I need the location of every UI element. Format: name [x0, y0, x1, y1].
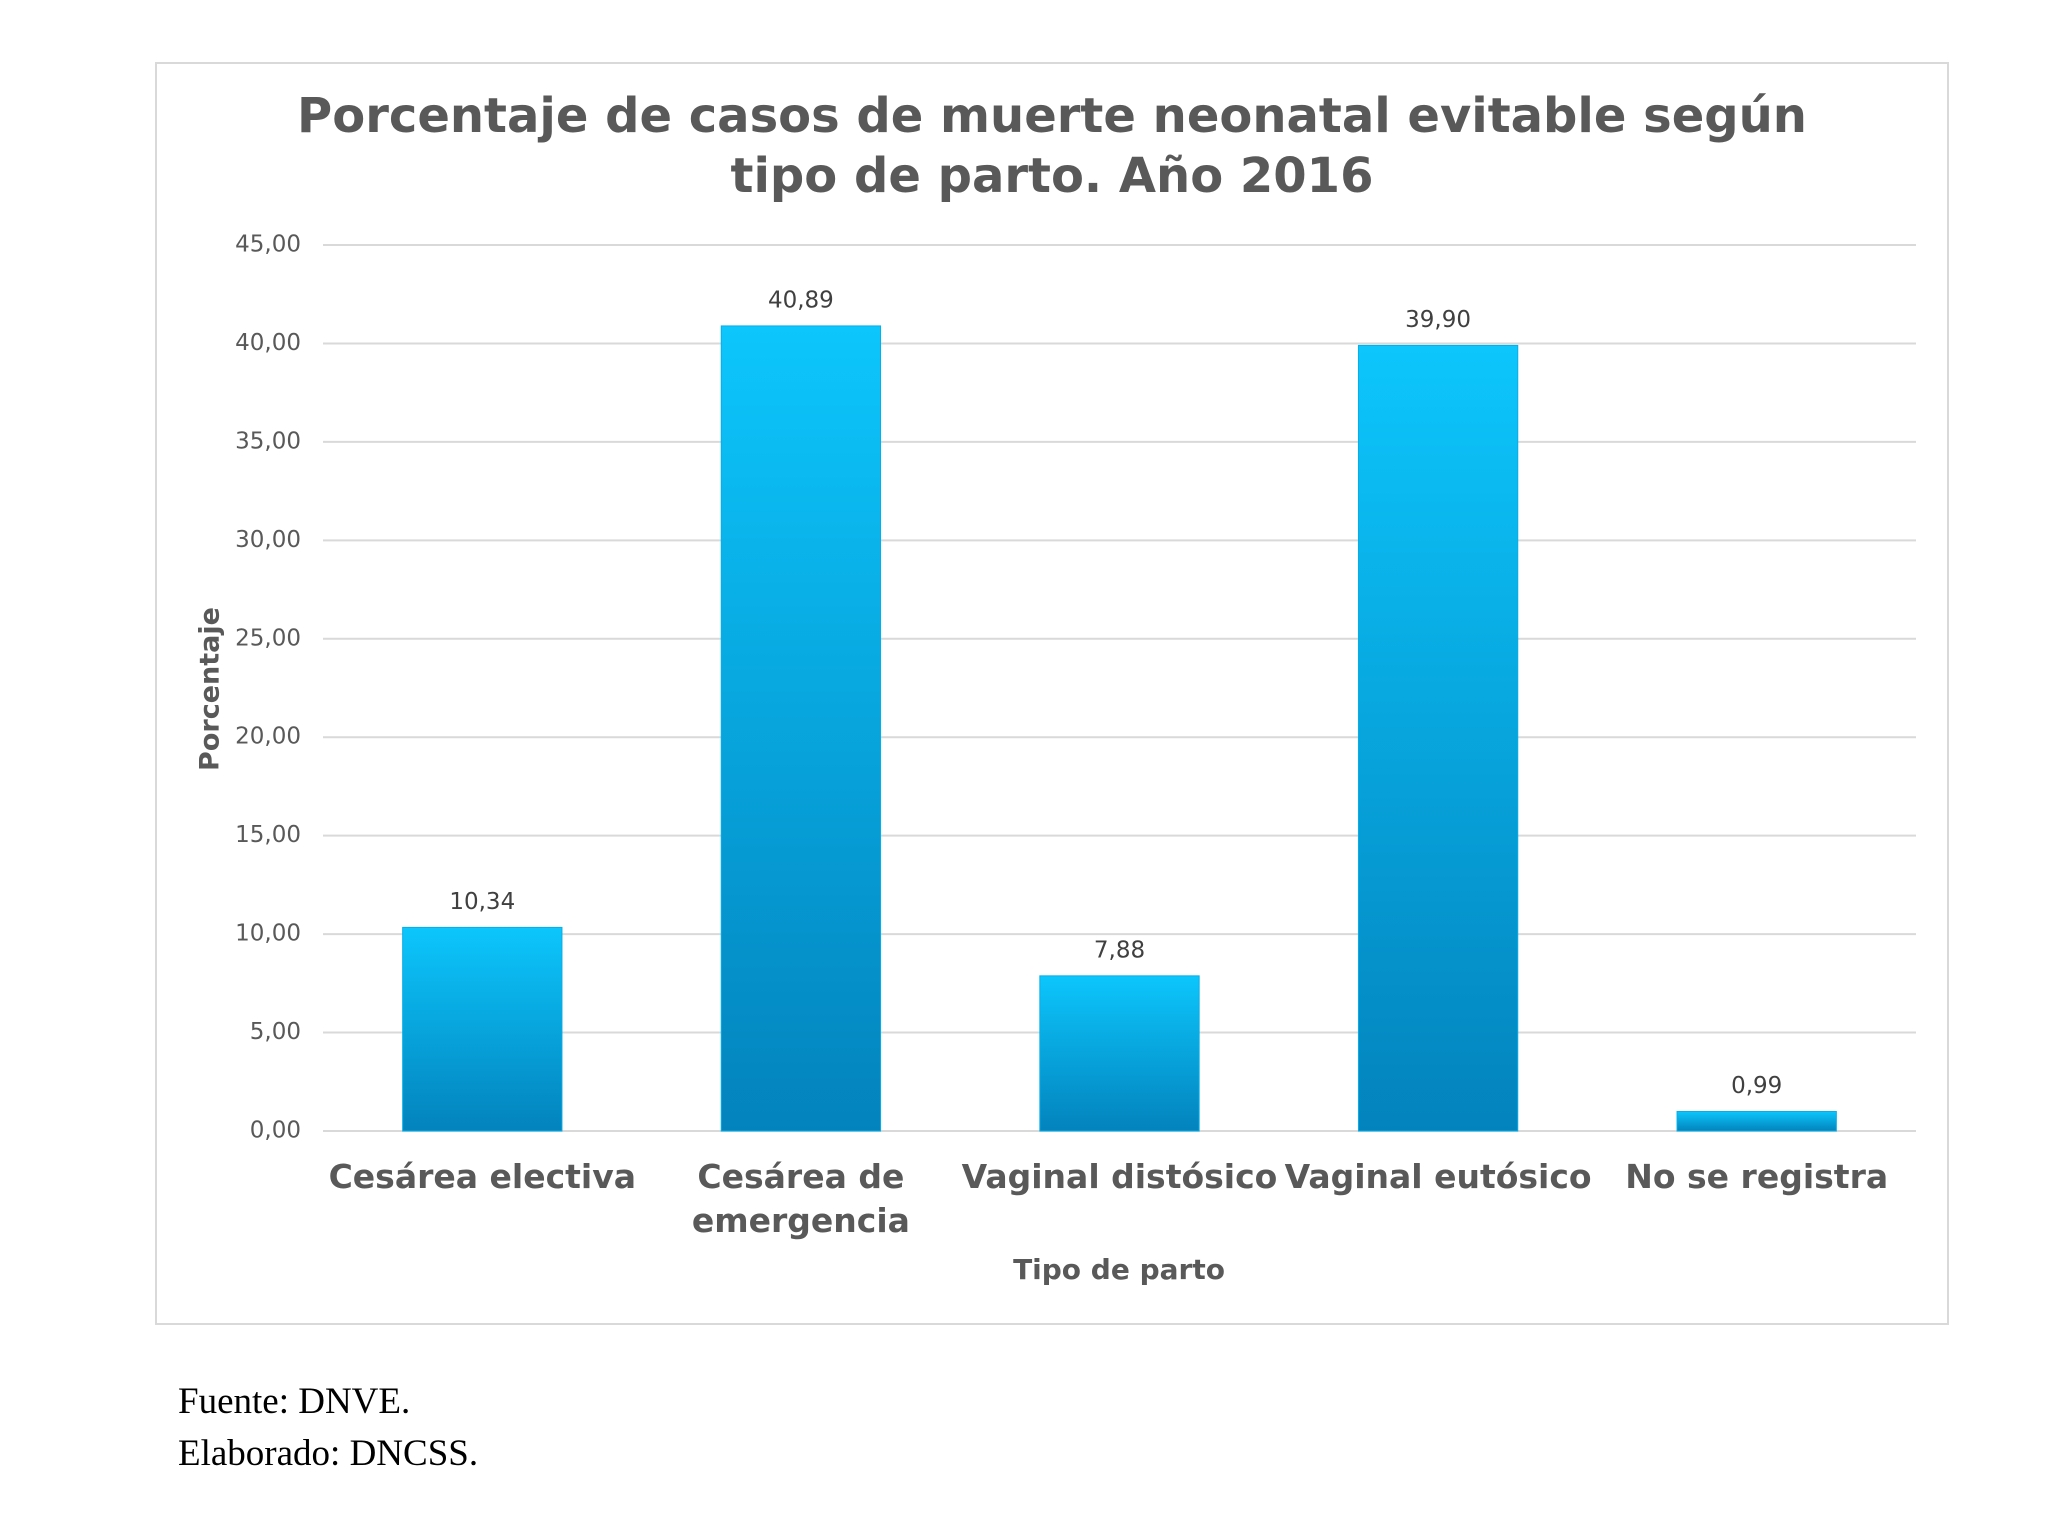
chart-title: tipo de parto. Año 2016: [731, 148, 1374, 204]
chart-title: Porcentaje de casos de muerte neonatal e…: [297, 88, 1807, 144]
y-tick-label: 5,00: [250, 1019, 301, 1045]
x-tick-label: Cesárea electiva: [328, 1157, 637, 1196]
x-tick-label: No se registra: [1625, 1157, 1889, 1196]
bar: [1676, 1111, 1837, 1132]
y-tick-label: 30,00: [235, 527, 301, 553]
x-tick-label: Vaginal distósico: [961, 1157, 1278, 1196]
data-label: 7,88: [1094, 937, 1145, 963]
y-tick-label: 10,00: [235, 921, 301, 947]
source-note: Elaborado: DNCSS.: [178, 1433, 479, 1474]
y-tick-label: 25,00: [235, 625, 301, 651]
x-tick-label: Cesárea de emergencia: [691, 1157, 910, 1240]
y-axis-title: Porcentaje: [195, 607, 226, 771]
y-tick-label: 35,00: [235, 428, 301, 454]
bar: [402, 926, 563, 1132]
data-label: 0,99: [1731, 1073, 1782, 1099]
y-tick-label: 45,00: [235, 232, 301, 258]
data-label: 10,34: [449, 889, 515, 915]
y-tick-label: 40,00: [235, 330, 301, 356]
chart-border: [155, 62, 1949, 1325]
bar: [1039, 975, 1200, 1132]
bar: [720, 325, 882, 1132]
source-note: Fuente: DNVE.: [178, 1381, 411, 1422]
y-tick-label: 0,00: [250, 1118, 301, 1144]
data-label: 40,89: [768, 287, 834, 313]
bar: [1357, 344, 1519, 1132]
x-tick-label: Vaginal eutósico: [1284, 1157, 1592, 1196]
y-tick-label: 20,00: [235, 724, 301, 750]
x-axis-title: Tipo de parto: [1013, 1253, 1225, 1286]
y-tick-label: 15,00: [235, 822, 301, 848]
data-label: 39,90: [1405, 307, 1471, 333]
